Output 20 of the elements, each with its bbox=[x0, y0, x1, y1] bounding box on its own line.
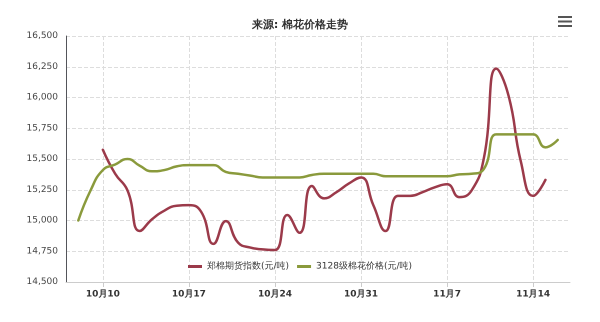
legend-label: 郑棉期货指数(元/吨) bbox=[206, 260, 290, 272]
x-tick-label: 10月31 bbox=[344, 288, 378, 300]
y-tick-label: 15,000 bbox=[26, 216, 58, 226]
x-tick-label: 10月10 bbox=[86, 288, 120, 300]
y-tick-label: 14,500 bbox=[26, 277, 58, 287]
y-tick-label: 16,000 bbox=[26, 92, 58, 102]
y-tick-label: 15,250 bbox=[26, 184, 58, 195]
y-tick-label: 14,750 bbox=[26, 246, 58, 256]
x-tick-label: 11月14 bbox=[516, 288, 550, 300]
x-tick-label: 11月7 bbox=[433, 288, 461, 300]
y-tick-label: 16,250 bbox=[26, 62, 58, 72]
y-tick-label: 15,750 bbox=[26, 123, 58, 134]
x-tick-label: 10月17 bbox=[172, 288, 206, 300]
y-tick-label: 16,500 bbox=[26, 31, 58, 41]
line-series bbox=[102, 67, 547, 252]
x-tick-label: 10月24 bbox=[258, 288, 292, 300]
legend-label: 3128级棉花价格(元/吨) bbox=[316, 260, 412, 272]
line-series bbox=[77, 133, 559, 222]
chart-title: 来源: 棉花价格走势 bbox=[250, 18, 348, 31]
y-tick-label: 15,500 bbox=[26, 154, 58, 164]
